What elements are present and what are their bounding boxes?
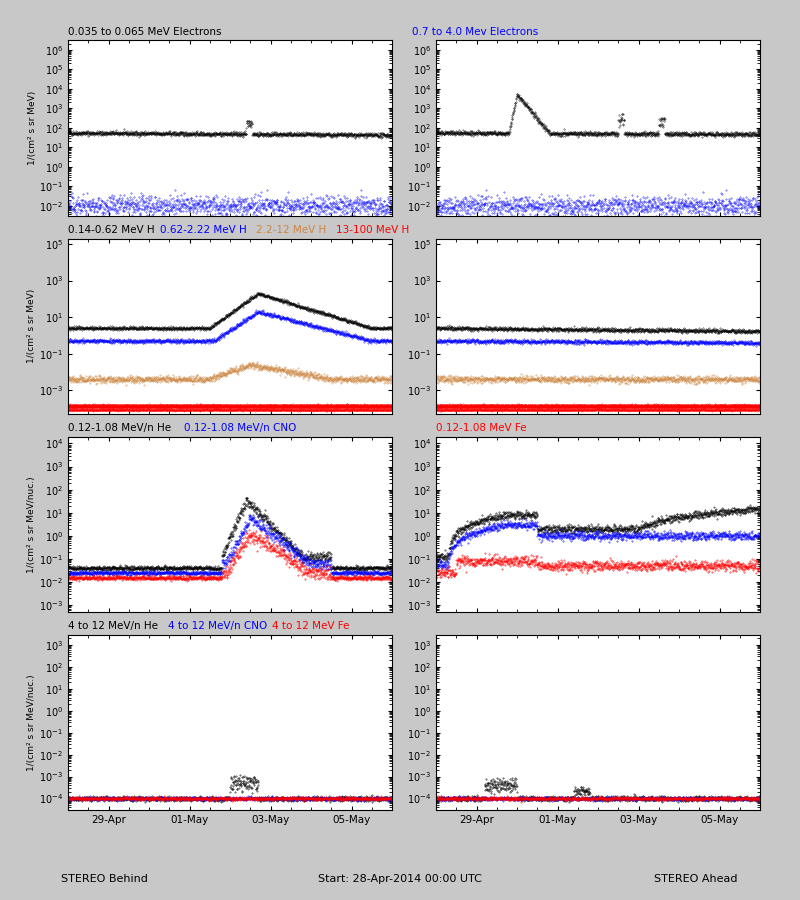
Text: 0.035 to 0.065 MeV Electrons: 0.035 to 0.065 MeV Electrons (68, 27, 222, 37)
Text: Start: 28-Apr-2014 00:00 UTC: Start: 28-Apr-2014 00:00 UTC (318, 874, 482, 884)
Text: 0.7 to 4.0 Mev Electrons: 0.7 to 4.0 Mev Electrons (412, 27, 538, 37)
Text: 4 to 12 MeV/n He: 4 to 12 MeV/n He (68, 621, 158, 631)
Text: 4 to 12 MeV Fe: 4 to 12 MeV Fe (272, 621, 350, 631)
Text: 0.14-0.62 MeV H: 0.14-0.62 MeV H (68, 225, 154, 235)
Y-axis label: 1/(cm² s sr MeV/nuc.): 1/(cm² s sr MeV/nuc.) (27, 674, 36, 770)
Y-axis label: 1/(cm² s sr MeV/nuc.): 1/(cm² s sr MeV/nuc.) (27, 476, 36, 572)
Text: 2.2-12 MeV H: 2.2-12 MeV H (256, 225, 326, 235)
Y-axis label: 1/(cm² s sr MeV): 1/(cm² s sr MeV) (27, 289, 36, 364)
Text: 0.12-1.08 MeV/n CNO: 0.12-1.08 MeV/n CNO (184, 423, 296, 433)
Text: 0.62-2.22 MeV H: 0.62-2.22 MeV H (160, 225, 246, 235)
Y-axis label: 1/(cm² s sr MeV): 1/(cm² s sr MeV) (27, 91, 37, 166)
Text: STEREO Ahead: STEREO Ahead (654, 874, 738, 884)
Text: 13-100 MeV H: 13-100 MeV H (336, 225, 410, 235)
Text: STEREO Behind: STEREO Behind (61, 874, 147, 884)
Text: 4 to 12 MeV/n CNO: 4 to 12 MeV/n CNO (168, 621, 267, 631)
Text: 0.12-1.08 MeV Fe: 0.12-1.08 MeV Fe (436, 423, 526, 433)
Text: 0.12-1.08 MeV/n He: 0.12-1.08 MeV/n He (68, 423, 171, 433)
